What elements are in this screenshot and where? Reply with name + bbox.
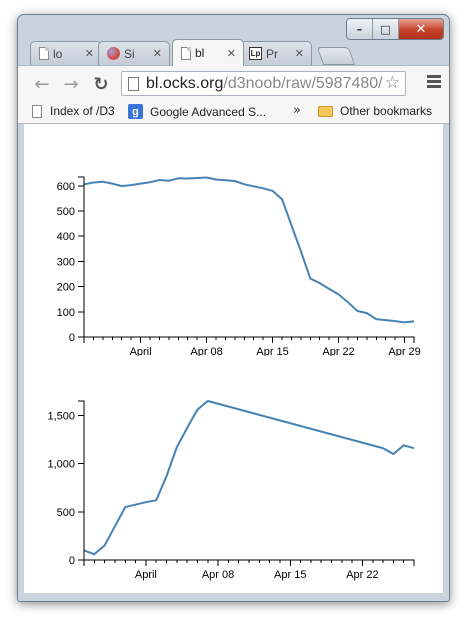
sphere-icon bbox=[107, 47, 120, 60]
tab-3-active[interactable]: bl ✕ bbox=[172, 39, 244, 66]
tab-title: Pr bbox=[266, 46, 278, 61]
chart-0-y-tick-label: 0 bbox=[69, 332, 75, 344]
chart-1-y-axis bbox=[78, 400, 85, 561]
chart-0-y-tick-label: 400 bbox=[57, 231, 75, 243]
tab-close-icon[interactable]: ✕ bbox=[226, 46, 236, 60]
chart-1-y-tick-label: 1,000 bbox=[47, 459, 75, 471]
chart-1-y-tick-label: 0 bbox=[69, 555, 75, 567]
close-window-icon[interactable]: ✕ bbox=[399, 19, 443, 39]
document-icon bbox=[32, 104, 42, 118]
bookmark-index-of-d3[interactable]: Index of /D3 bbox=[32, 104, 115, 118]
document-icon bbox=[39, 47, 49, 60]
toolbar: ← → ↻ bl.ocks.org/d3noob/raw/5987480/ ☆ bbox=[18, 65, 449, 102]
forward-icon[interactable]: → bbox=[63, 73, 79, 95]
chart-0-y-tick-label: 200 bbox=[57, 282, 75, 294]
chart-0-x-tick-label: Apr 22 bbox=[322, 346, 354, 356]
document-icon bbox=[181, 46, 191, 60]
chart-0-series-line bbox=[83, 176, 415, 324]
chart-1-y-tick-label: 1,500 bbox=[47, 410, 75, 422]
other-bookmarks[interactable]: Other bookmarks bbox=[318, 104, 432, 118]
tab-close-icon[interactable]: ✕ bbox=[152, 47, 162, 60]
tab-4[interactable]: Lp Pr ✕ bbox=[240, 41, 312, 65]
chart-0-x-axis bbox=[83, 336, 415, 343]
minimize-icon[interactable]: – bbox=[347, 19, 373, 39]
other-bookmarks-label: Other bookmarks bbox=[340, 104, 433, 118]
maximize-icon[interactable]: □ bbox=[373, 19, 399, 39]
bookmark-label: Index of /D3 bbox=[50, 104, 115, 118]
back-icon[interactable]: ← bbox=[34, 73, 50, 95]
folder-icon bbox=[318, 105, 333, 117]
chart-1-y-tick-label: 500 bbox=[57, 507, 75, 519]
chart-0-y-tick-label: 300 bbox=[57, 256, 75, 268]
chart-0-x-tick-label: Apr 15 bbox=[256, 346, 288, 356]
bookmarks-overflow-icon[interactable]: » bbox=[293, 103, 301, 118]
bookmark-label: Google Advanced S... bbox=[150, 104, 267, 119]
chart-0-x-tick-label: Apr 08 bbox=[190, 346, 222, 356]
chart-1-x-tick-label: Apr 08 bbox=[202, 569, 234, 581]
star-icon[interactable]: ☆ bbox=[384, 73, 400, 93]
chart-0-y-axis bbox=[78, 176, 85, 338]
chart-1-x-tick-label: Apr 22 bbox=[346, 569, 378, 581]
page-content: April Apr 08 Apr 15 Apr 22 Apr 29 0 100 200 300 4… bbox=[24, 124, 443, 593]
page-icon bbox=[128, 76, 139, 91]
chart-0-x-tick-label: April bbox=[130, 346, 152, 356]
tab-title: Si bbox=[124, 46, 135, 61]
chart-1-x-tick-label: Apr 15 bbox=[274, 569, 306, 581]
menu-icon[interactable] bbox=[427, 75, 441, 90]
address-bar[interactable]: bl.ocks.org/d3noob/raw/5987480/ ☆ bbox=[121, 71, 406, 96]
url-path: /d3noob/raw/5987480/ bbox=[223, 74, 383, 92]
tab-title: lo bbox=[53, 46, 63, 61]
tab-1[interactable]: lo ✕ bbox=[30, 41, 102, 65]
browser-window: – □ ✕ lo ✕ Si ✕ bl ✕ Lp Pr ✕ ← → ↻ bbox=[17, 14, 450, 602]
chart-0-y-tick-label: 100 bbox=[57, 307, 75, 319]
url-host: bl.ocks.org bbox=[146, 74, 224, 92]
chart-1-series-line bbox=[83, 399, 415, 556]
tab-close-icon[interactable]: ✕ bbox=[84, 47, 94, 60]
tab-title: bl bbox=[195, 46, 205, 60]
chart-0-y-tick-label: 500 bbox=[57, 206, 75, 218]
lp-icon: Lp bbox=[249, 47, 262, 60]
chart-0-x-tick-label: Apr 29 bbox=[388, 346, 420, 356]
tab-close-icon[interactable]: ✕ bbox=[294, 47, 304, 60]
reload-icon[interactable]: ↻ bbox=[93, 73, 109, 95]
chart-1-x-tick-label: April bbox=[135, 569, 157, 581]
chart-bottom: April Apr 08 Apr 15 Apr 22 0 500 1,000 1,500 bbox=[47, 399, 415, 581]
google-icon: g bbox=[128, 104, 143, 119]
window-controls: – □ ✕ bbox=[346, 18, 444, 40]
chart-0-y-tick-label: 600 bbox=[57, 181, 75, 193]
bookmark-google-advanced[interactable]: g Google Advanced S... bbox=[128, 104, 266, 119]
tab-2[interactable]: Si ✕ bbox=[98, 41, 170, 65]
chart-top: April Apr 08 Apr 15 Apr 22 Apr 29 0 100 200 300 4… bbox=[57, 176, 421, 356]
new-tab-button[interactable] bbox=[316, 47, 356, 65]
tab-strip: lo ✕ Si ✕ bl ✕ Lp Pr ✕ bbox=[30, 39, 449, 66]
bookmarks-bar: Index of /D3 g Google Advanced S... » Ot… bbox=[18, 101, 449, 124]
